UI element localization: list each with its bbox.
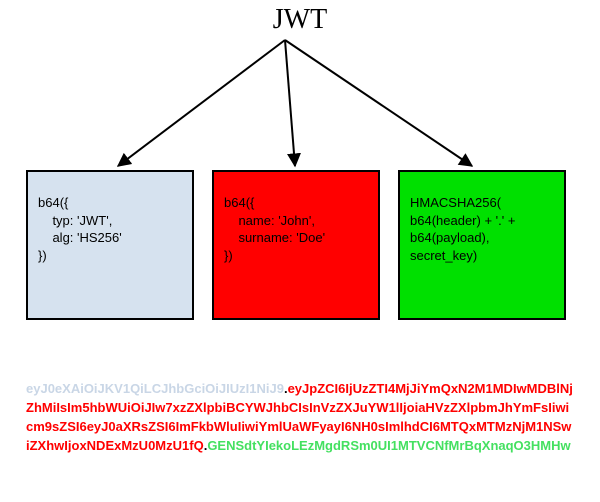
box-line: b64(payload), bbox=[410, 229, 554, 247]
box-line: }) bbox=[224, 247, 368, 265]
arrow bbox=[285, 40, 472, 166]
jwt-signature-box: HMACSHA256(b64(header) + '.' +b64(payloa… bbox=[398, 170, 566, 320]
arrow bbox=[285, 40, 295, 166]
encoded-token: eyJ0eXAiOiJKV1QiLCJhbGciOiJIUzI1NiJ9.eyJ… bbox=[26, 380, 574, 455]
box-line: secret_key) bbox=[410, 247, 554, 265]
box-line: surname: 'Doe' bbox=[224, 229, 368, 247]
arrow bbox=[118, 40, 285, 166]
jwt-diagram: JWT b64({ typ: 'JWT', alg: 'HS256'})b64(… bbox=[0, 0, 600, 502]
jwt-header-box: b64({ typ: 'JWT', alg: 'HS256'}) bbox=[26, 170, 194, 320]
box-line: b64(header) + '.' + bbox=[410, 212, 554, 230]
box-line: b64({ bbox=[224, 194, 368, 212]
box-line: typ: 'JWT', bbox=[38, 212, 182, 230]
diagram-title: JWT bbox=[0, 4, 600, 36]
box-line: b64({ bbox=[38, 194, 182, 212]
box-line: alg: 'HS256' bbox=[38, 229, 182, 247]
box-line: }) bbox=[38, 247, 182, 265]
token-segment: GENSdtYIekoLEzMgdRSm0UI1MTVCNfMrBqXnaqO3… bbox=[207, 438, 570, 453]
box-line: name: 'John', bbox=[224, 212, 368, 230]
jwt-payload-box: b64({ name: 'John', surname: 'Doe'}) bbox=[212, 170, 380, 320]
token-segment: eyJ0eXAiOiJKV1QiLCJhbGciOiJIUzI1NiJ9 bbox=[26, 381, 284, 396]
box-line: HMACSHA256( bbox=[410, 194, 554, 212]
